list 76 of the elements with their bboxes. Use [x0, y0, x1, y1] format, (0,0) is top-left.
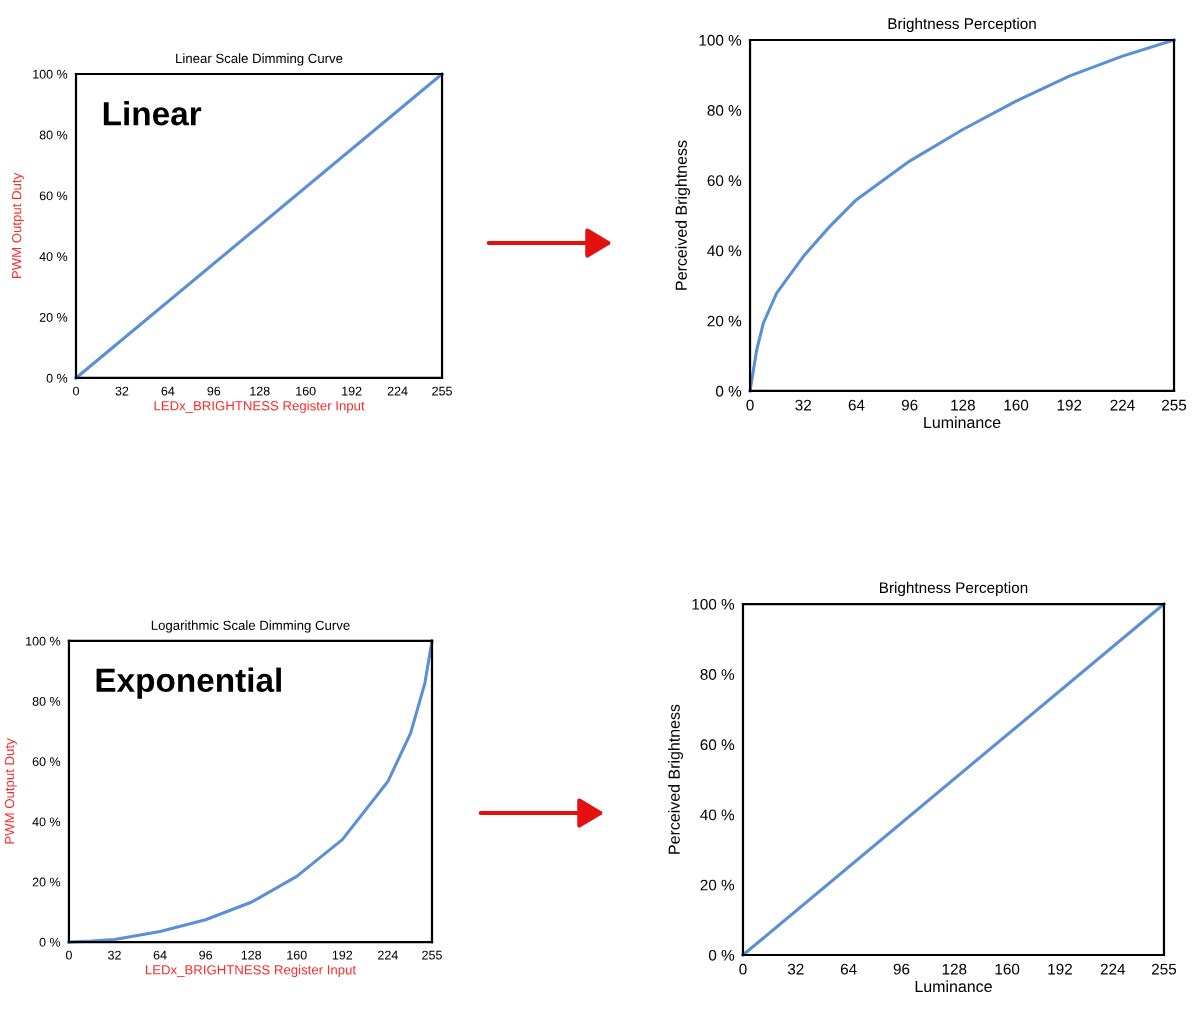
y-tick-label: 60 % [707, 175, 742, 187]
y-tick-label: 0 % [39, 937, 61, 947]
chart-title: Brightness Perception [879, 581, 1028, 597]
annotation: Linear [103, 101, 202, 126]
y-tick-label: 0 % [715, 385, 742, 397]
x-tick-label: 192 [1048, 963, 1072, 975]
x-tick-label: 160 [1004, 399, 1029, 411]
x-axis-title: Luminance [924, 416, 1001, 429]
x-tick-label: 255 [1151, 963, 1177, 975]
x-tick-label: 160 [995, 963, 1020, 975]
y-tick-label: 40 % [39, 252, 68, 262]
x-axis-title: LEDx_BRIGHTNESS Register Input [154, 400, 365, 414]
y-tick-label: 80 % [700, 669, 735, 680]
y-tick-label: 20 % [700, 879, 735, 891]
x-tick-label: 128 [951, 399, 975, 411]
x-tick-label: 64 [848, 399, 865, 411]
x-tick-label: 32 [787, 963, 804, 975]
x-tick-label: 255 [422, 950, 442, 960]
y-tick-label: 40 % [700, 809, 735, 821]
annotation: Exponential [96, 667, 281, 699]
y-tick-label: 20 % [39, 312, 68, 322]
line-series [748, 38, 1176, 393]
chart-title: Brightness Perception [888, 17, 1036, 33]
chart-title: Logarithmic Scale Dimming Curve [151, 620, 350, 633]
x-tick-label: 128 [250, 386, 270, 396]
y-tick-label: 0 % [46, 373, 68, 383]
x-tick-label: 192 [342, 386, 362, 396]
x-tick-label: 32 [108, 950, 121, 960]
y-tick-label: 80 % [32, 696, 61, 706]
x-tick-label: 0 [73, 386, 79, 396]
y-tick-label: 40 % [707, 245, 742, 257]
x-tick-label: 0 [65, 950, 72, 960]
x-tick-label: 160 [287, 950, 307, 960]
y-tick-label: 100 % [692, 598, 735, 610]
x-tick-label: 128 [942, 963, 967, 975]
y-axis-title: Perceived Brightness [668, 704, 683, 854]
x-tick-label: 96 [207, 386, 221, 396]
y-tick-label: 80 % [707, 105, 742, 116]
x-tick-label: 0 [739, 963, 747, 975]
y-tick-label: 20 % [32, 877, 61, 887]
x-tick-label: 224 [378, 950, 398, 960]
x-tick-label: 32 [795, 399, 811, 411]
x-tick-label: 255 [432, 386, 452, 396]
y-axis-title: Perceived Brightness [675, 140, 691, 290]
y-tick-label: 40 % [32, 817, 61, 827]
y-tick-label: 80 % [39, 130, 68, 140]
y-tick-label: 0 % [708, 949, 735, 961]
y-tick-label: 100 % [26, 636, 61, 646]
x-tick-label: 128 [241, 950, 262, 960]
x-tick-label: 192 [1057, 399, 1082, 411]
y-tick-label: 20 % [707, 315, 742, 327]
y-tick-label: 100 % [699, 34, 742, 46]
y-tick-label: 60 % [700, 739, 735, 751]
x-tick-label: 96 [901, 399, 918, 411]
x-tick-label: 160 [296, 386, 316, 396]
y-axis-title: PWM Output Duty [4, 738, 17, 844]
x-axis-title: Luminance [915, 980, 992, 993]
y-tick-label: 100 % [33, 69, 68, 79]
x-tick-label: 96 [893, 963, 910, 975]
x-tick-label: 192 [332, 950, 353, 960]
x-tick-label: 0 [746, 399, 754, 411]
x-axis-title: LEDx_BRIGHTNESS Register Input [145, 964, 356, 978]
x-tick-label: 32 [115, 386, 129, 396]
x-tick-label: 64 [161, 386, 175, 396]
x-tick-label: 224 [387, 386, 408, 396]
chart-title: Linear Scale Dimming Curve [176, 53, 343, 66]
x-tick-label: 64 [840, 963, 857, 975]
x-tick-label: 224 [1110, 399, 1135, 411]
y-tick-label: 60 % [32, 757, 61, 767]
x-tick-label: 224 [1100, 963, 1126, 975]
x-tick-label: 255 [1162, 399, 1187, 411]
x-tick-label: 64 [153, 950, 167, 960]
line-series [67, 639, 434, 944]
y-tick-label: 60 % [39, 191, 68, 201]
y-axis-title: PWM Output Duty [11, 172, 24, 279]
x-tick-label: 96 [199, 950, 213, 960]
